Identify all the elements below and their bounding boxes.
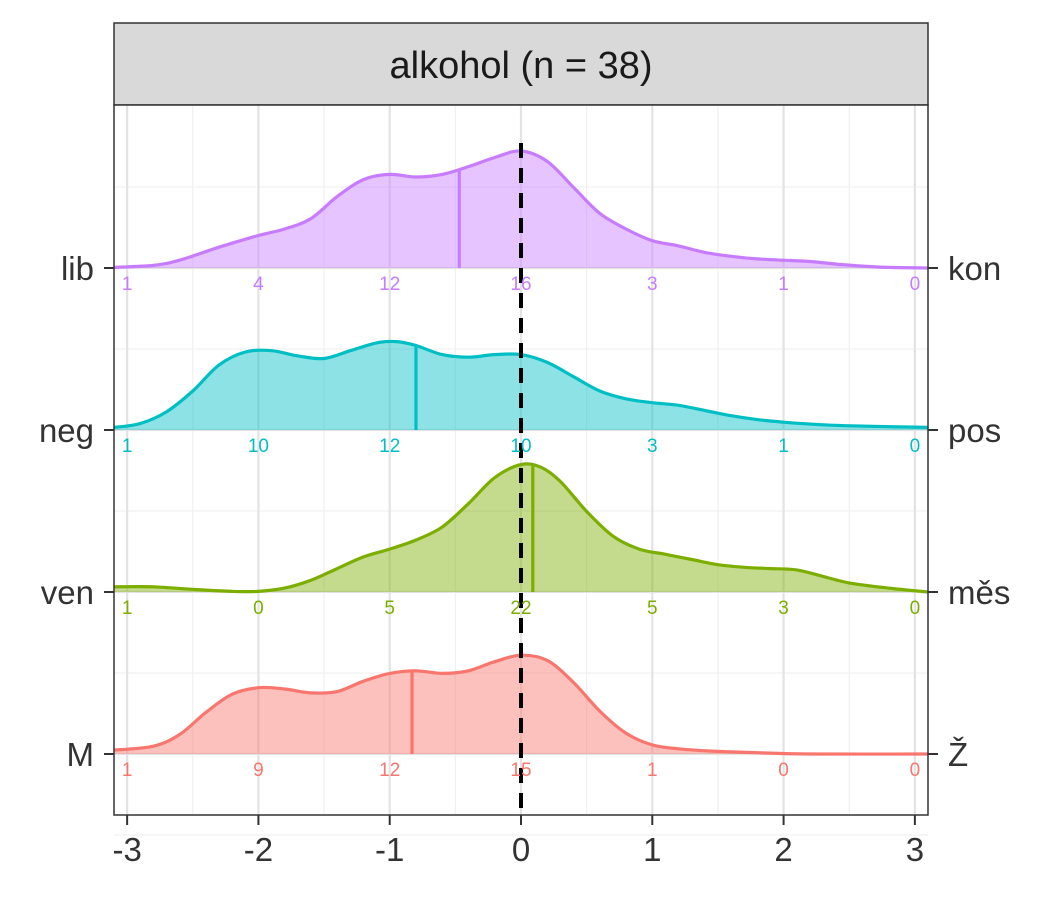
count-label: 3	[647, 436, 658, 457]
count-label: 3	[778, 598, 789, 619]
count-label: 16	[510, 274, 531, 295]
x-tick-label: 1	[643, 831, 661, 868]
count-label: 10	[248, 436, 269, 457]
density-area	[114, 150, 928, 268]
y-label-left: lib	[61, 250, 94, 287]
count-label: 12	[379, 274, 400, 295]
count-label: 5	[647, 598, 658, 619]
ridge-neg	[113, 339, 929, 430]
count-label: 1	[122, 598, 133, 619]
density-line	[113, 462, 929, 594]
x-tick-label: -3	[112, 831, 141, 868]
count-label: 1	[778, 274, 789, 295]
count-labels: 1 4 12 16 3 1 01 10 12 10 3 1 01 0 5 22 5 3 01 9 12 15 1 0 0	[122, 274, 920, 781]
y-label-left: ven	[41, 574, 94, 611]
count-label: 0	[910, 436, 921, 457]
density-line	[113, 149, 929, 270]
x-tick-label: 2	[774, 831, 792, 868]
count-label: 0	[778, 760, 789, 781]
x-tick-label: -1	[375, 831, 404, 868]
count-label: 1	[778, 436, 789, 457]
count-label: 22	[510, 598, 531, 619]
x-tick-label: 3	[906, 831, 924, 868]
x-tick-label: 0	[512, 831, 530, 868]
y-label-left: M	[67, 736, 95, 773]
ridge-lib	[113, 149, 929, 270]
y-label-right: kon	[948, 250, 1001, 287]
y-label-right: pos	[948, 412, 1001, 449]
strip-background	[113, 22, 929, 106]
count-label: 15	[510, 760, 531, 781]
density-line	[113, 653, 929, 756]
count-label: 0	[253, 598, 264, 619]
panel-title: alkohol (n = 38)	[390, 45, 653, 87]
count-label: 4	[253, 274, 264, 295]
count-label: 0	[910, 760, 921, 781]
count-label: 1	[122, 436, 133, 457]
y-label-right: měs	[948, 574, 1010, 611]
count-label: 10	[510, 436, 531, 457]
count-label: 1	[122, 274, 133, 295]
count-label: 3	[647, 274, 658, 295]
count-label: 0	[910, 274, 921, 295]
strip-header: alkohol (n = 38)	[113, 22, 929, 106]
density-line	[113, 339, 929, 429]
count-label: 5	[384, 598, 395, 619]
y-label-right: Ž	[948, 736, 968, 773]
density-area	[114, 341, 928, 430]
y-label-left: neg	[39, 412, 94, 449]
count-label: 12	[379, 760, 400, 781]
x-tick-label: -2	[244, 831, 273, 868]
count-label: 1	[647, 760, 658, 781]
count-label: 0	[910, 598, 921, 619]
count-label: 12	[379, 436, 400, 457]
count-label: 1	[122, 760, 133, 781]
count-label: 9	[253, 760, 264, 781]
